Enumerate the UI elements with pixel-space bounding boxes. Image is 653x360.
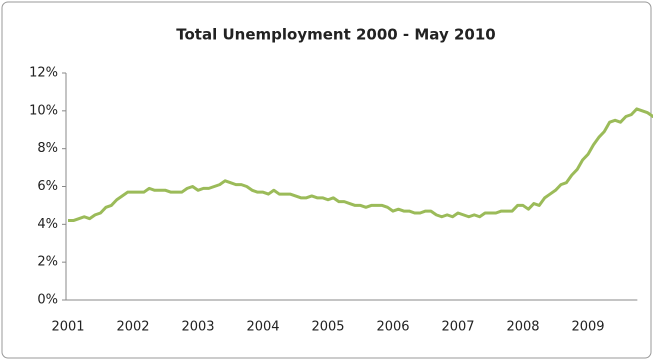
chart-title: Total Unemployment 2000 - May 2010 [176,26,495,44]
x-tick-label: 2008 [506,320,539,335]
y-tick-label: 10% [29,103,58,118]
x-tick-label: 2001 [51,320,84,335]
x-tick-label: 2006 [376,320,409,335]
y-tick-label: 0% [37,293,58,308]
x-tick-label: 2009 [571,320,604,335]
y-tick-label: 12% [29,66,58,81]
x-tick-label: 2005 [311,320,344,335]
y-tick-label: 2% [37,255,58,270]
line-series [68,107,653,223]
x-tick-label: 2003 [181,320,214,335]
y-tick-label: 6% [37,179,58,194]
x-tick-label: 2007 [441,320,474,335]
x-tick-label: 2002 [116,320,149,335]
y-tick-label: 8% [37,141,58,156]
y-tick-label: 4% [37,217,58,232]
x-tick-label: 2004 [246,320,279,335]
